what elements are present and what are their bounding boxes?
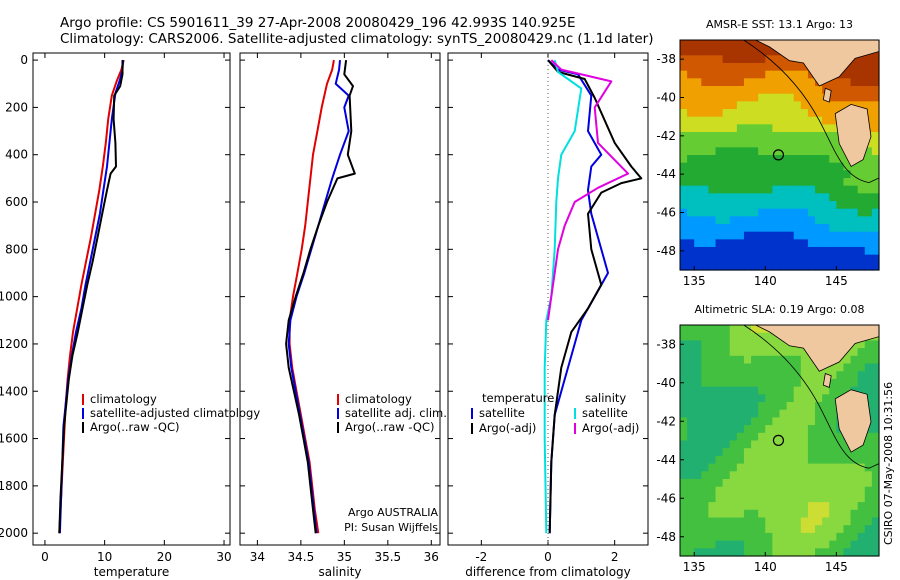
- panel-1-frame: [32, 52, 231, 546]
- panel-1-xtick-label: 10: [97, 550, 112, 564]
- panel-1-ytick-label: 400: [5, 148, 28, 162]
- panel-1-ytick-label: 1400: [0, 384, 28, 398]
- series-line-argo-raw-qc: [58, 60, 124, 534]
- legend-entry: satellite: [582, 406, 628, 420]
- map-1-float-marker: [772, 149, 785, 161]
- map-1-ytick-label: -44: [656, 167, 676, 181]
- series-line-satellite-temperature: [547, 59, 609, 534]
- series-line-argo-raw-qc: [285, 59, 356, 534]
- map-1-title: AMSR-E SST: 13.1 Argo: 13: [706, 18, 853, 31]
- map-1-ytick-label: -38: [656, 52, 676, 66]
- figure-title-line2: Climatology: CARS2006. Satellite-adjuste…: [60, 31, 653, 47]
- panel-2-xtick-label: 34: [250, 550, 265, 564]
- map-2-shelf-contour: [743, 324, 880, 469]
- legend-entry: satellite: [479, 406, 525, 420]
- map-1-tasmania: [834, 103, 872, 168]
- panel-1-ytick-label: 2000: [0, 526, 28, 540]
- legend-entry: Argo(..raw -QC): [345, 420, 435, 434]
- panel-1-ytick-label: 1800: [0, 479, 28, 493]
- legend-entry: Argo(-adj): [479, 421, 536, 435]
- map-2-tasmania: [834, 389, 872, 453]
- map-1-field: [680, 40, 880, 271]
- legend-entry: satellite-adjusted climatology: [90, 406, 260, 420]
- panel-3-xtick-label: 2: [611, 550, 619, 564]
- panel-1-ytick-label: 1200: [0, 337, 28, 351]
- map-1-ytick-label: -46: [656, 206, 676, 220]
- legend-entry: climatology: [345, 392, 412, 406]
- profile-panel-1: 0 10 20 30 temperature 0 200 400 600 800 1000 1200 1…: [0, 52, 260, 579]
- legend-entry: Argo(-adj): [582, 421, 639, 435]
- series-line-satellite-adj-clim: [287, 60, 350, 534]
- map-2-xtick-label: 135: [683, 560, 706, 574]
- panel-3-xlabel: difference from climatology: [465, 565, 631, 579]
- map-2-xtick-label: 145: [825, 560, 848, 574]
- map-1-xtick-label: 145: [825, 274, 848, 288]
- panel-1-xtick-label: 30: [216, 550, 231, 564]
- panel-2-xlabel: salinity: [318, 565, 361, 579]
- panel-1-ytick-label: 200: [5, 100, 28, 114]
- panel-1-ytick-label: 1000: [0, 290, 28, 304]
- map-2-ytick-label: -42: [656, 414, 676, 428]
- map-2-ytick-label: -48: [656, 530, 676, 544]
- map-2-ytick-label: -38: [656, 337, 676, 351]
- map-2-xtick-label: 140: [754, 560, 777, 574]
- panel-2-xtick-label: 35.5: [374, 550, 401, 564]
- map-1-frame: [679, 39, 880, 271]
- map-1-ytick-label: -48: [656, 244, 676, 258]
- series-line-argo-adj-salinity: [547, 59, 629, 321]
- map-2-ytick-label: -46: [656, 491, 676, 505]
- figure-title-line1: Argo profile: CS 5901611_39 27-Apr-2008 …: [60, 15, 576, 31]
- series-line-argo-adj-temperature: [547, 59, 643, 534]
- map-2-float-marker: [772, 434, 785, 446]
- panel-1-ytick-label: 1600: [0, 432, 28, 446]
- legend-group-heading: temperature: [482, 391, 554, 405]
- panel-1-ytick-label: 0: [20, 53, 28, 67]
- map-2-ytick-label: -44: [656, 453, 676, 467]
- map-1-shelf-contour: [743, 39, 880, 184]
- series-line-satellite-salinity: [543, 59, 583, 534]
- panel-1-xtick-label: 0: [41, 550, 49, 564]
- panel-2-xtick-label: 34.5: [288, 550, 315, 564]
- profile-panel-2: 34 34.5 35 35.5 36 salinity climatologysatelli…: [239, 52, 447, 579]
- panel-2-xtick-label: 36: [424, 550, 439, 564]
- credit-line2: PI: Susan Wijffels: [344, 521, 438, 534]
- panel-1-ytick-label: 600: [5, 195, 28, 209]
- map-2-ytick-label: -40: [656, 376, 676, 390]
- legend-entry: satellite adj. clim.: [345, 406, 447, 420]
- panel-2-xtick-label: 35: [337, 550, 352, 564]
- panel-3-xtick-label: 0: [544, 550, 552, 564]
- panel-1-xtick-label: 20: [157, 550, 172, 564]
- map-2-island: [822, 372, 832, 388]
- map-2-title: Altimetric SLA: 0.19 Argo: 0.08: [694, 303, 864, 316]
- panel-3-frame: [447, 52, 649, 546]
- panel-2-frame: [239, 52, 441, 546]
- legend-group-heading: salinity: [585, 391, 626, 405]
- map-2-frame: [679, 324, 880, 557]
- legend-entry: Argo(..raw -QC): [90, 420, 180, 434]
- map-1-ytick-label: -42: [656, 129, 676, 143]
- csiro-timestamp: CSIRO 07-May-2008 10:31:56: [882, 382, 895, 545]
- map-1-xtick-label: 135: [683, 274, 706, 288]
- map-1-ytick-label: -40: [656, 91, 676, 105]
- panel-1-xlabel: temperature: [94, 565, 169, 579]
- legend-entry: climatology: [90, 392, 157, 406]
- map-1-xtick-label: 140: [754, 274, 777, 288]
- panel-3-xtick-label: -2: [475, 550, 487, 564]
- map-panel-1: AMSR-E SST: 13.1 Argo: 13 135 140 145 -38 -40…: [656, 18, 880, 288]
- credit-line1: Argo AUSTRALIA: [348, 506, 438, 519]
- map-panel-2: Altimetric SLA: 0.19 Argo: 0.08 135 140 145…: [656, 303, 880, 574]
- map-1-island: [822, 87, 832, 103]
- panel-1-ytick-label: 800: [5, 242, 28, 256]
